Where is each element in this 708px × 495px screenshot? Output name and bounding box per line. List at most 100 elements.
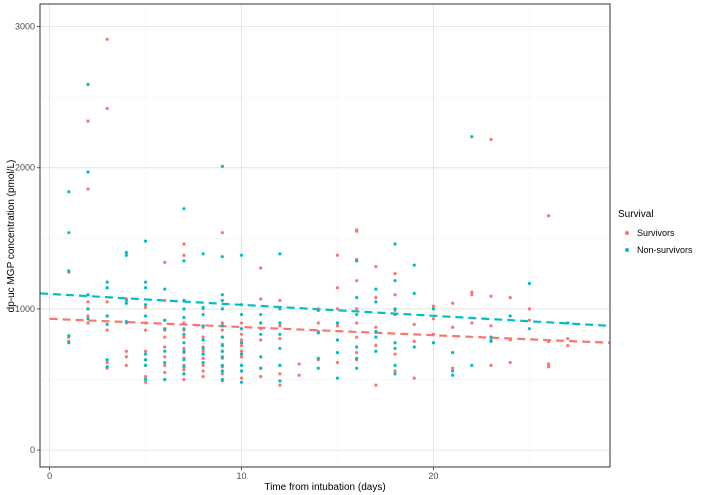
- point-non-survivors: [508, 314, 512, 318]
- point-survivors: [451, 366, 455, 370]
- point-non-survivors: [355, 296, 359, 300]
- point-survivors: [201, 335, 205, 339]
- point-survivors: [143, 328, 148, 332]
- x-axis-title: Time from intubation (days): [264, 482, 385, 493]
- point-non-survivors: [278, 321, 282, 325]
- point-survivors: [259, 266, 263, 270]
- point-survivors: [182, 368, 186, 372]
- point-survivors: [105, 106, 109, 111]
- point-non-survivors: [201, 305, 205, 310]
- point-non-survivors: [67, 341, 71, 345]
- point-non-survivors: [355, 312, 359, 317]
- point-non-survivors: [143, 239, 148, 243]
- point-non-survivors: [489, 339, 493, 343]
- point-survivors: [105, 328, 109, 332]
- point-survivors: [374, 296, 378, 300]
- point-survivors: [335, 324, 340, 328]
- point-non-survivors: [163, 287, 167, 291]
- point-survivors: [220, 328, 224, 332]
- point-survivors: [546, 214, 551, 218]
- point-non-survivors: [316, 356, 320, 360]
- point-non-survivors: [124, 253, 128, 257]
- point-survivors: [163, 298, 167, 303]
- point-non-survivors: [220, 377, 224, 382]
- point-survivors: [451, 325, 455, 329]
- point-non-survivors: [393, 307, 397, 311]
- point-survivors: [470, 321, 474, 325]
- point-survivors: [470, 293, 474, 297]
- point-survivors: [527, 318, 531, 322]
- legend-title: Survival: [618, 209, 654, 220]
- point-non-survivors: [201, 252, 205, 256]
- point-non-survivors: [259, 312, 263, 317]
- point-survivors: [201, 369, 205, 373]
- point-non-survivors: [489, 335, 493, 339]
- point-non-survivors: [163, 377, 167, 382]
- point-non-survivors: [67, 269, 71, 273]
- point-non-survivors: [239, 380, 244, 384]
- point-survivors: [239, 332, 244, 336]
- point-non-survivors: [239, 312, 244, 317]
- legend-key-survivors: [625, 231, 629, 235]
- point-non-survivors: [220, 298, 224, 303]
- point-survivors: [355, 335, 359, 339]
- point-survivors: [105, 300, 109, 304]
- point-non-survivors: [143, 358, 148, 362]
- legend-label-survivors: Survivors: [637, 228, 675, 238]
- point-non-survivors: [470, 363, 474, 367]
- point-survivors: [355, 321, 359, 325]
- point-non-survivors: [201, 360, 205, 365]
- axis-ticks: 0 10 20 0 1000 2000 3000: [15, 22, 438, 481]
- trend-lines: [39, 292, 611, 344]
- point-non-survivors: [412, 291, 416, 295]
- point-non-survivors: [220, 363, 224, 367]
- point-survivors: [182, 321, 186, 325]
- point-survivors: [239, 355, 244, 359]
- point-non-survivors: [105, 322, 109, 327]
- point-survivors: [335, 286, 340, 290]
- point-non-survivors: [124, 301, 128, 305]
- point-non-survivors: [182, 358, 186, 362]
- point-survivors: [86, 119, 90, 123]
- point-non-survivors: [393, 242, 397, 246]
- point-survivors: [508, 360, 512, 365]
- point-survivors: [355, 307, 359, 311]
- point-non-survivors: [278, 252, 282, 256]
- point-survivors: [278, 336, 282, 341]
- point-survivors: [239, 344, 244, 348]
- point-non-survivors: [239, 363, 244, 367]
- data-points: [67, 37, 570, 387]
- point-survivors: [546, 339, 551, 343]
- point-non-survivors: [566, 321, 570, 325]
- point-non-survivors: [105, 280, 109, 284]
- point-non-survivors: [239, 369, 244, 373]
- point-survivors: [431, 304, 436, 308]
- point-non-survivors: [335, 376, 340, 380]
- point-survivors: [163, 260, 167, 264]
- point-survivors: [143, 380, 148, 384]
- point-non-survivors: [527, 327, 531, 331]
- point-non-survivors: [335, 338, 340, 342]
- point-non-survivors: [393, 372, 397, 376]
- point-non-survivors: [355, 345, 359, 349]
- point-non-survivors: [201, 346, 205, 351]
- point-non-survivors: [86, 317, 90, 321]
- grid: [40, 4, 610, 467]
- point-survivors: [143, 321, 148, 325]
- point-non-survivors: [335, 351, 340, 355]
- point-survivors: [470, 290, 474, 294]
- trend-line-survivors: [49, 317, 611, 344]
- point-survivors: [182, 377, 186, 382]
- panel-background: [40, 4, 610, 467]
- point-non-survivors: [163, 327, 167, 331]
- point-survivors: [163, 363, 167, 367]
- point-survivors: [546, 362, 551, 366]
- point-non-survivors: [335, 321, 340, 325]
- point-survivors: [259, 375, 263, 379]
- point-non-survivors: [182, 349, 186, 353]
- point-non-survivors: [374, 335, 378, 339]
- point-survivors: [259, 327, 263, 331]
- point-non-survivors: [239, 253, 244, 257]
- point-non-survivors: [86, 293, 90, 297]
- point-survivors: [278, 298, 282, 303]
